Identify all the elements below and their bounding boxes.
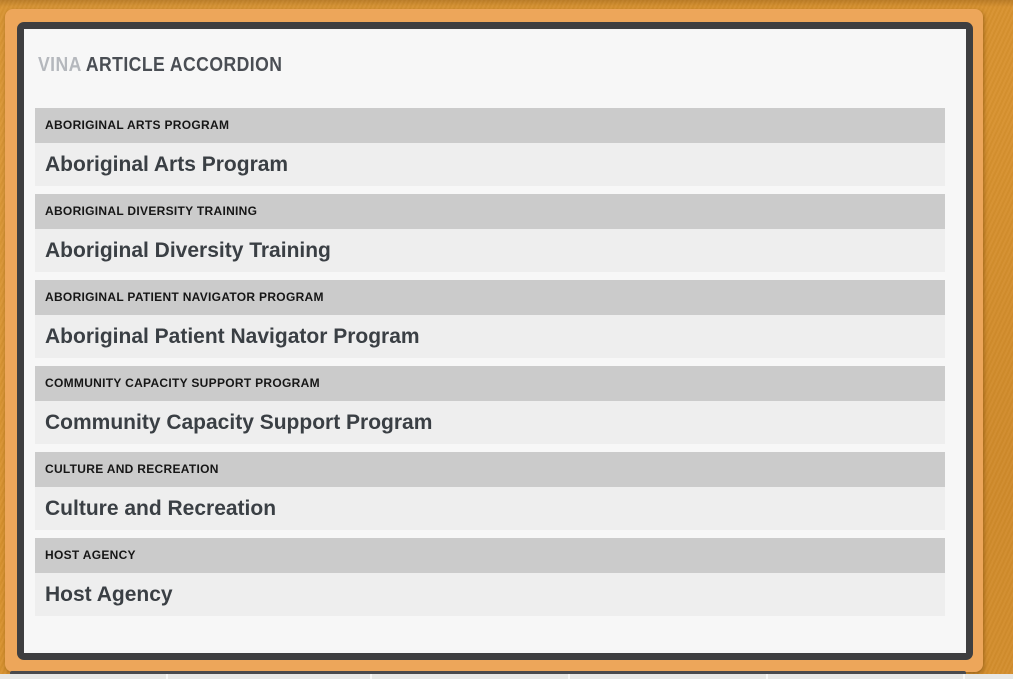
- accordion-content-title: Aboriginal Arts Program: [45, 153, 289, 176]
- peek-cell: [965, 674, 1013, 679]
- peek-cell: [0, 674, 168, 679]
- accordion-header[interactable]: ABORIGINAL PATIENT NAVIGATOR PROGRAM: [35, 280, 945, 315]
- accordion-content: Aboriginal Patient Navigator Program: [35, 315, 945, 358]
- accordion-header[interactable]: CULTURE AND RECREATION: [35, 452, 945, 487]
- next-widget-top-border: [10, 671, 966, 674]
- next-widget-peek: [0, 671, 1013, 679]
- peek-cell: [168, 674, 372, 679]
- accordion-content-title: Aboriginal Diversity Training: [45, 239, 331, 262]
- next-widget-cells: [0, 674, 1013, 679]
- accordion-content-title: Community Capacity Support Program: [45, 411, 433, 434]
- peek-cell: [570, 674, 768, 679]
- accordion-content: Host Agency: [35, 573, 945, 616]
- accordion-item: HOST AGENCY Host Agency: [35, 538, 945, 616]
- accordion-item: CULTURE AND RECREATION Culture and Recre…: [35, 452, 945, 530]
- accordion-content-title: Aboriginal Patient Navigator Program: [45, 325, 420, 348]
- accordion-item: ABORIGINAL DIVERSITY TRAINING Aboriginal…: [35, 194, 945, 272]
- article-accordion: ABORIGINAL ARTS PROGRAM Aboriginal Arts …: [35, 108, 945, 616]
- widget-panel: VINA ARTICLE ACCORDION ABORIGINAL ARTS P…: [17, 22, 973, 660]
- peek-cell: [372, 674, 570, 679]
- widget-panel-content: VINA ARTICLE ACCORDION ABORIGINAL ARTS P…: [24, 29, 966, 616]
- accordion-header[interactable]: COMMUNITY CAPACITY SUPPORT PROGRAM: [35, 366, 945, 401]
- widget-title: VINA ARTICLE ACCORDION: [38, 55, 836, 75]
- widget-title-main: ARTICLE ACCORDION: [85, 54, 283, 76]
- accordion-content-title: Host Agency: [45, 583, 173, 606]
- accordion-content: Aboriginal Diversity Training: [35, 229, 945, 272]
- accordion-header[interactable]: ABORIGINAL DIVERSITY TRAINING: [35, 194, 945, 229]
- accordion-content: Culture and Recreation: [35, 487, 945, 530]
- accordion-content: Community Capacity Support Program: [35, 401, 945, 444]
- widget-title-prefix: VINA: [38, 54, 82, 76]
- accordion-item: ABORIGINAL ARTS PROGRAM Aboriginal Arts …: [35, 108, 945, 186]
- accordion-content: Aboriginal Arts Program: [35, 143, 945, 186]
- accordion-header[interactable]: HOST AGENCY: [35, 538, 945, 573]
- peek-cell: [768, 674, 965, 679]
- accordion-content-title: Culture and Recreation: [45, 497, 277, 520]
- accordion-item: ABORIGINAL PATIENT NAVIGATOR PROGRAM Abo…: [35, 280, 945, 358]
- accordion-item: COMMUNITY CAPACITY SUPPORT PROGRAM Commu…: [35, 366, 945, 444]
- pattern-frame: VINA ARTICLE ACCORDION ABORIGINAL ARTS P…: [5, 9, 983, 672]
- accordion-header[interactable]: ABORIGINAL ARTS PROGRAM: [35, 108, 945, 143]
